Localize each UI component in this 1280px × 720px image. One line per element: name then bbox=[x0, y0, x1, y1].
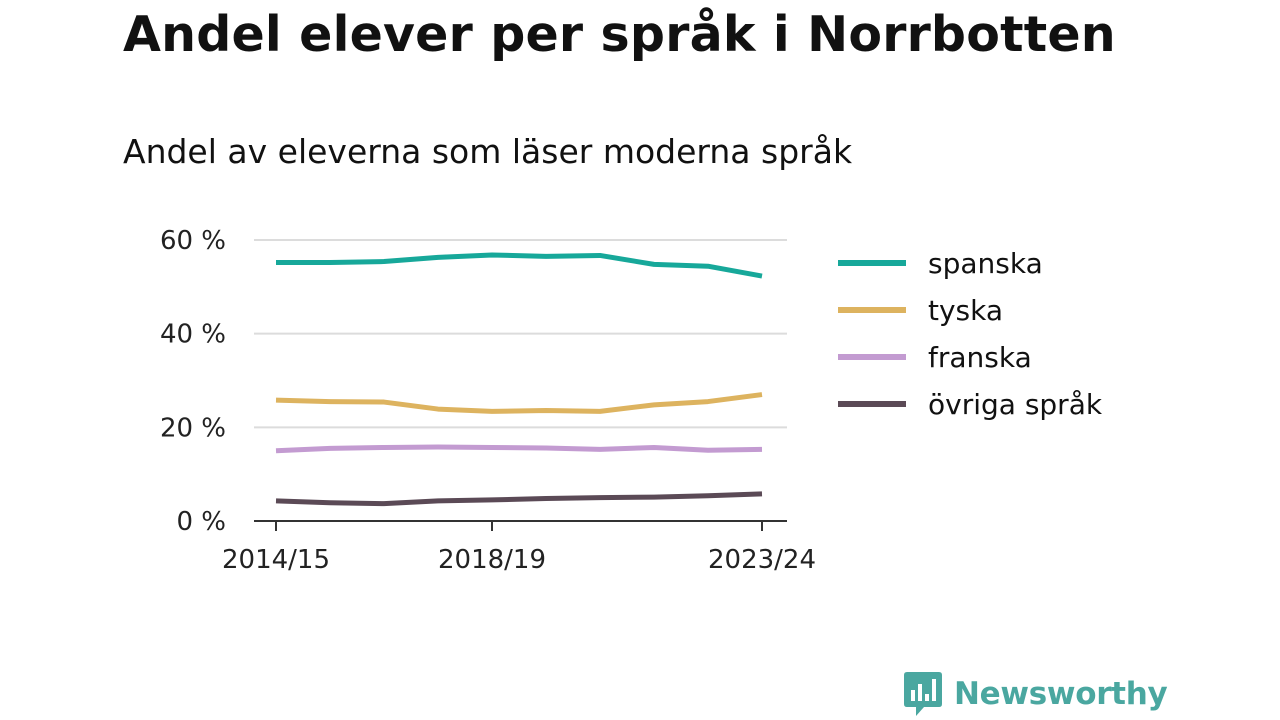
brand-name: Newsworthy bbox=[954, 676, 1168, 712]
chart-title: Andel elever per språk i Norrbotten bbox=[123, 6, 1116, 63]
y-tick-label: 20 % bbox=[160, 413, 226, 443]
newsworthy-logo-icon bbox=[904, 672, 942, 716]
line-chart: 0 % 20 % 40 % 60 % 2014/15 2018/19 2023/24 sp… bbox=[160, 226, 1103, 575]
series-line-franska bbox=[275, 444, 763, 454]
x-tick-label: 2018/19 bbox=[438, 545, 546, 575]
chart-subtitle: Andel av eleverna som läser moderna språ… bbox=[123, 132, 853, 171]
x-tick-label: 2023/24 bbox=[708, 545, 816, 575]
y-tick-label: 0 % bbox=[176, 507, 226, 537]
legend-label: övriga språk bbox=[928, 388, 1103, 421]
series-line-tyska bbox=[275, 392, 763, 414]
legend-label: franska bbox=[928, 341, 1032, 374]
series-line-spanska bbox=[276, 252, 763, 279]
series-lines bbox=[275, 252, 763, 507]
x-tick-label: 2014/15 bbox=[222, 545, 330, 575]
gridlines bbox=[254, 239, 787, 429]
legend: spanska tyska franska övriga språk bbox=[838, 247, 1103, 421]
newsworthy-logo: Newsworthy bbox=[902, 670, 1168, 718]
x-axis: 2014/15 2018/19 2023/24 bbox=[222, 520, 816, 575]
legend-label: spanska bbox=[928, 247, 1043, 280]
y-tick-label: 60 % bbox=[160, 226, 226, 256]
y-axis-ticks: 0 % 20 % 40 % 60 % bbox=[160, 226, 226, 537]
y-tick-label: 40 % bbox=[160, 320, 226, 350]
series-line-övriga-språk bbox=[275, 491, 763, 507]
legend-label: tyska bbox=[928, 294, 1003, 327]
